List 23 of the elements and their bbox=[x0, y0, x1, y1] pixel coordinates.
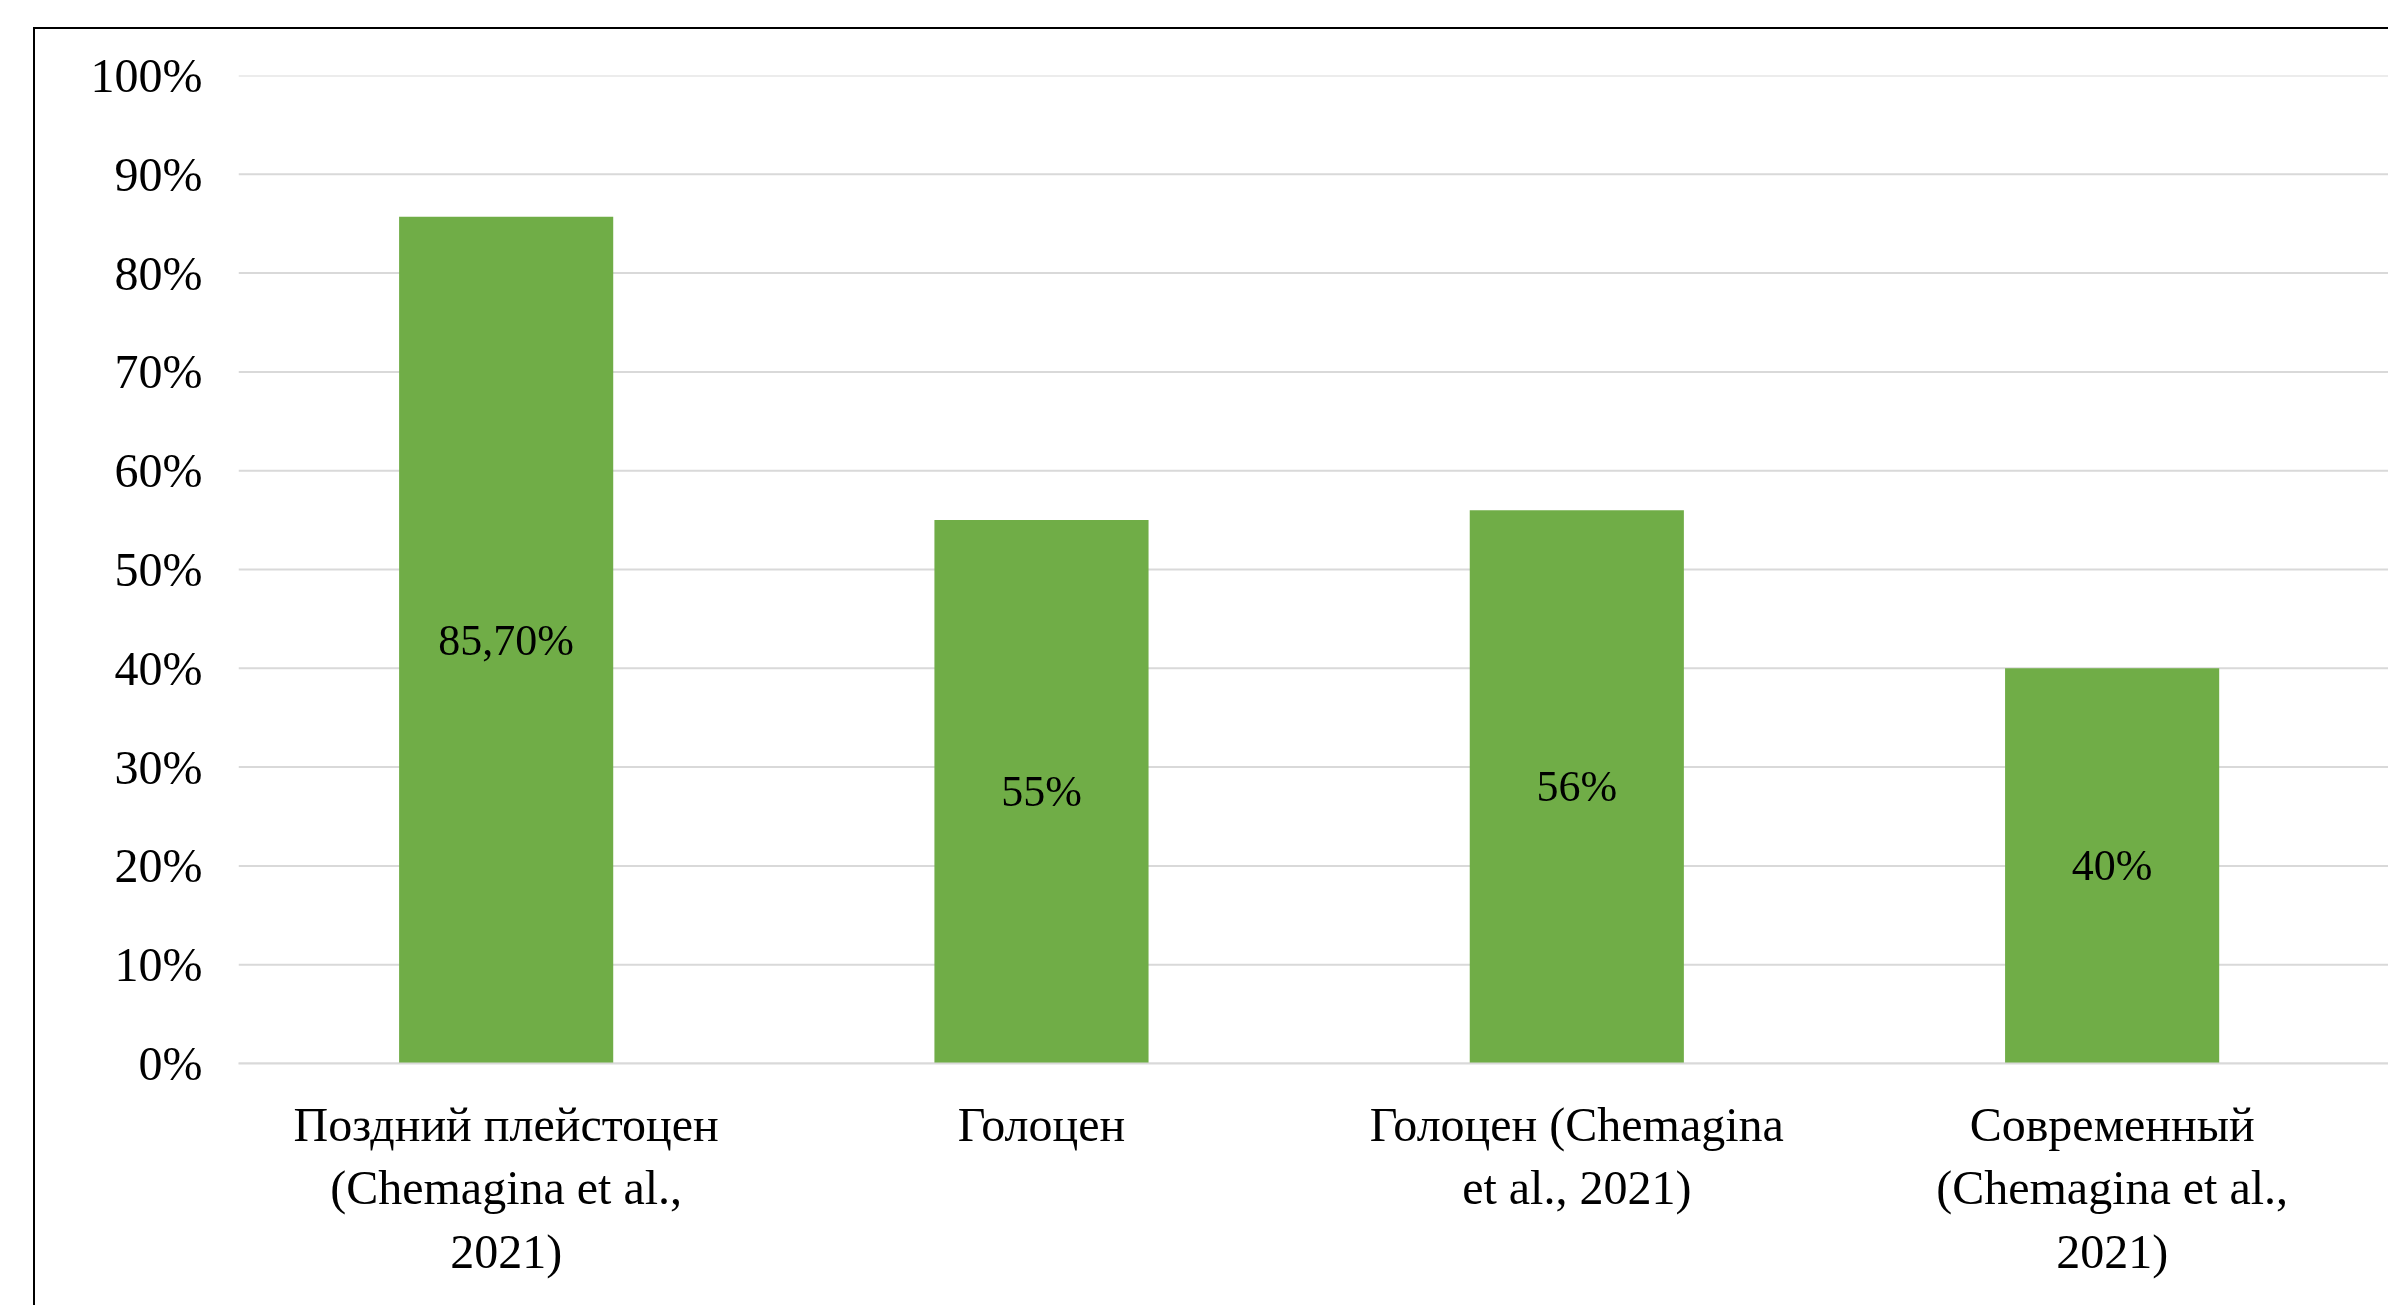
y-tick-label: 50% bbox=[114, 543, 203, 596]
data-label: 85,70% bbox=[438, 615, 574, 665]
y-tick-label: 80% bbox=[114, 246, 203, 300]
x-tick-label: Голоцен bbox=[957, 1097, 1126, 1151]
data-label: 40% bbox=[2071, 841, 2153, 891]
y-tick-label: 100% bbox=[90, 49, 203, 102]
y-tick-label: 20% bbox=[114, 839, 203, 893]
bar bbox=[399, 216, 614, 1064]
y-tick-label: 90% bbox=[114, 147, 203, 201]
bar bbox=[1469, 510, 1684, 1064]
y-tick-label: 0% bbox=[138, 1037, 203, 1090]
x-tick-label: Поздний плейстоцен (Chemagina et al., 2021) bbox=[293, 1097, 719, 1279]
x-tick-label: Голоцен (Chemagina et al., 2021) bbox=[1369, 1097, 1784, 1216]
x-tick-label: Современный (Chemagina et al., 2021) bbox=[1936, 1097, 2289, 1279]
y-tick-label: 70% bbox=[114, 345, 203, 399]
y-tick-label: 30% bbox=[114, 740, 203, 794]
y-tick-label: 40% bbox=[114, 641, 203, 695]
data-label: 56% bbox=[1536, 762, 1618, 812]
y-tick-label: 60% bbox=[114, 444, 203, 498]
bar bbox=[2005, 668, 2220, 1064]
bar bbox=[934, 520, 1149, 1064]
data-label: 55% bbox=[1001, 767, 1082, 817]
y-tick-label: 10% bbox=[114, 938, 203, 992]
